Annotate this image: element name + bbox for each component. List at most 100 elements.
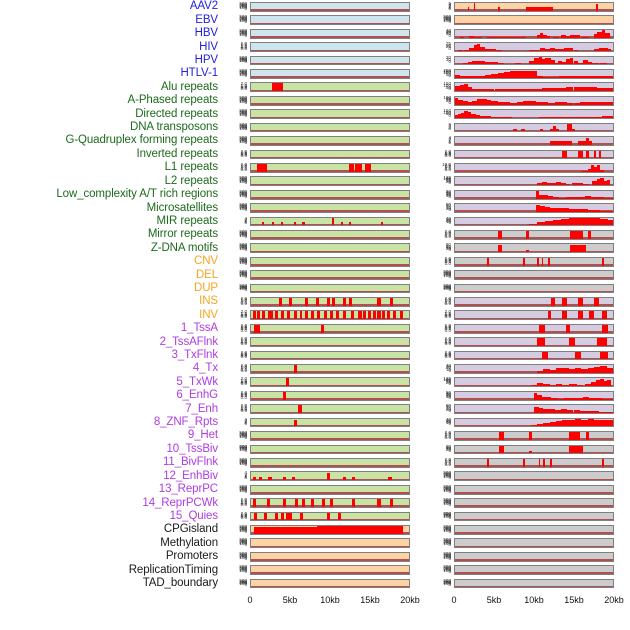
track-plot[interactable] <box>454 176 614 187</box>
track-plot[interactable] <box>250 511 410 522</box>
track-plot[interactable] <box>250 42 410 53</box>
track-plot[interactable] <box>250 176 410 187</box>
track-plot[interactable] <box>250 310 410 321</box>
track-plot[interactable] <box>250 189 410 200</box>
track-plot[interactable] <box>250 28 410 39</box>
track-plot[interactable] <box>454 243 614 254</box>
track-plot[interactable] <box>250 484 410 495</box>
track-plot[interactable] <box>250 578 410 589</box>
track-plot[interactable] <box>250 95 410 106</box>
track-plot[interactable] <box>454 42 614 53</box>
track-plot[interactable] <box>250 2 410 12</box>
track-plot[interactable] <box>250 417 410 428</box>
track-plot[interactable] <box>454 136 614 146</box>
track-plot[interactable] <box>454 283 614 294</box>
track-plot[interactable] <box>454 578 614 589</box>
track-plot[interactable] <box>454 297 614 307</box>
track-plot[interactable] <box>250 82 410 93</box>
y-tick-label: 20 <box>445 447 451 453</box>
track-plot[interactable] <box>250 136 410 146</box>
track-plot[interactable] <box>454 310 614 321</box>
track-plot[interactable] <box>250 444 410 455</box>
track-plot[interactable] <box>250 270 410 280</box>
track-plot[interactable] <box>454 189 614 200</box>
track-plot[interactable] <box>454 551 614 562</box>
track-plot[interactable] <box>250 55 410 66</box>
track-plot[interactable] <box>454 337 614 348</box>
track-plot[interactable] <box>250 377 410 388</box>
track-plot[interactable] <box>250 216 410 227</box>
track-plot[interactable] <box>454 511 614 522</box>
track-plot[interactable] <box>454 471 614 482</box>
track-plot[interactable] <box>250 122 410 133</box>
track-plot[interactable] <box>454 323 614 334</box>
track-plot[interactable] <box>454 350 614 361</box>
track-plot[interactable] <box>454 229 614 240</box>
track-plot[interactable] <box>454 565 614 575</box>
track-plot[interactable] <box>454 55 614 66</box>
track-plot[interactable] <box>250 337 410 348</box>
track-plot[interactable] <box>250 203 410 213</box>
track-baseline <box>455 49 613 52</box>
track-plot[interactable] <box>454 256 614 267</box>
track-plot[interactable] <box>250 297 410 307</box>
track-plot[interactable] <box>250 565 410 575</box>
track-plot[interactable] <box>250 15 410 26</box>
track-plot[interactable] <box>454 417 614 428</box>
track-plot[interactable] <box>250 431 410 441</box>
track-plot[interactable] <box>250 471 410 482</box>
track-plot[interactable] <box>454 149 614 160</box>
track-bar <box>481 98 487 105</box>
track-plot[interactable] <box>454 364 614 374</box>
track-bar <box>584 196 591 199</box>
track-plot[interactable] <box>454 28 614 39</box>
track-bar <box>510 89 519 92</box>
track-plot[interactable] <box>250 243 410 254</box>
track-plot[interactable] <box>454 162 614 173</box>
track-plot[interactable] <box>250 551 410 562</box>
track-plot[interactable] <box>250 229 410 240</box>
track-plot[interactable] <box>250 524 410 535</box>
track-plot[interactable] <box>454 538 614 549</box>
track-plot[interactable] <box>454 377 614 388</box>
track-plot[interactable] <box>454 95 614 106</box>
track-plot[interactable] <box>454 122 614 133</box>
track-plot[interactable] <box>454 270 614 280</box>
track-plot[interactable] <box>454 15 614 26</box>
track-bar <box>534 89 542 92</box>
track-plot[interactable] <box>454 203 614 213</box>
track-plot[interactable] <box>250 390 410 401</box>
track-plot[interactable] <box>454 444 614 455</box>
track-plot[interactable] <box>454 484 614 495</box>
track-bar <box>590 164 595 172</box>
track-plot[interactable] <box>250 364 410 374</box>
track-plot[interactable] <box>454 457 614 468</box>
track-plot[interactable] <box>454 2 614 12</box>
track-plot[interactable] <box>250 323 410 334</box>
track-bar <box>567 102 574 105</box>
track-plot[interactable] <box>454 69 614 79</box>
track-plot[interactable] <box>250 350 410 361</box>
track-plot[interactable] <box>250 162 410 173</box>
y-axis-ticks: 500 400 300 200 100 0 <box>222 109 248 119</box>
track-plot[interactable] <box>250 256 410 267</box>
track-plot[interactable] <box>250 109 410 120</box>
track-plot[interactable] <box>454 390 614 401</box>
track-plot[interactable] <box>454 431 614 441</box>
track-bar <box>565 183 571 186</box>
track-bar <box>252 311 256 320</box>
track-plot[interactable] <box>454 498 614 508</box>
track-plot[interactable] <box>454 109 614 120</box>
track-plot[interactable] <box>250 149 410 160</box>
track-baseline <box>251 411 409 414</box>
track-plot[interactable] <box>250 404 410 415</box>
track-plot[interactable] <box>454 404 614 415</box>
track-plot[interactable] <box>250 69 410 79</box>
track-plot[interactable] <box>454 82 614 93</box>
track-plot[interactable] <box>454 524 614 535</box>
track-plot[interactable] <box>250 498 410 508</box>
track-plot[interactable] <box>250 283 410 294</box>
track-plot[interactable] <box>250 457 410 468</box>
track-plot[interactable] <box>250 538 410 549</box>
track-plot[interactable] <box>454 216 614 227</box>
